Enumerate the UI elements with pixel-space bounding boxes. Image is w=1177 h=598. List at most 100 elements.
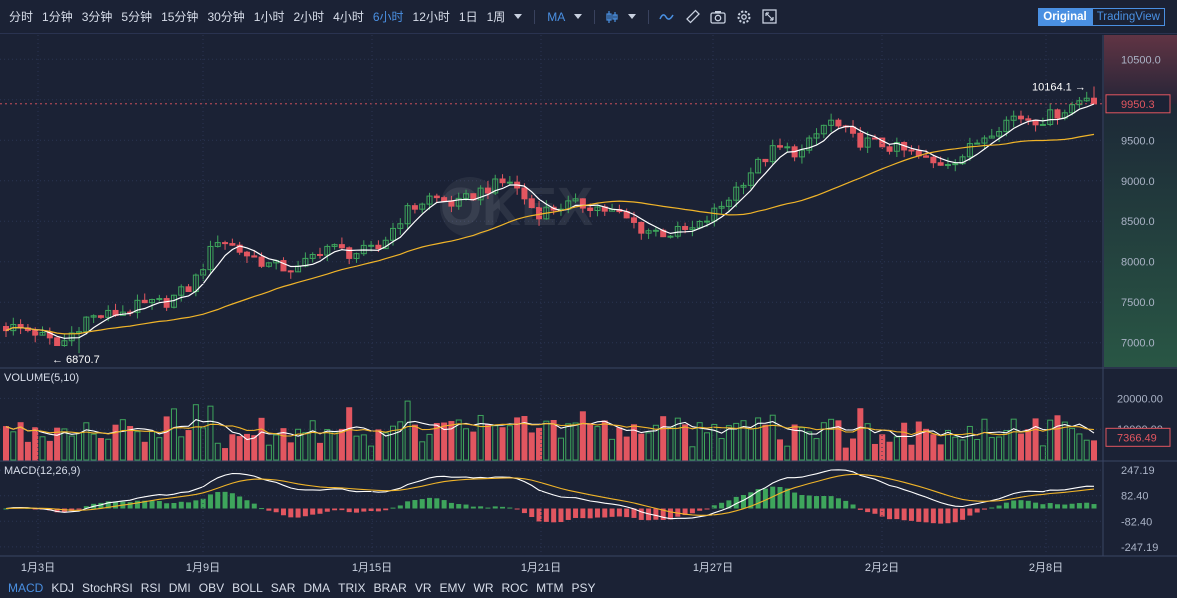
current-volume-label: 7366.49 <box>1117 432 1157 444</box>
timeframe-3[interactable]: 5分钟 <box>121 10 153 24</box>
candle-body <box>638 221 645 234</box>
camera-icon[interactable] <box>710 10 726 24</box>
indicator-select[interactable]: MA <box>547 9 566 24</box>
macd-histogram-bar <box>989 507 995 509</box>
indicator-tab-emv[interactable]: EMV <box>439 581 466 595</box>
timeframe-9[interactable]: 6小时 <box>372 10 404 24</box>
candle-body <box>988 135 995 139</box>
indicator-tab-brar[interactable]: BRAR <box>373 581 407 595</box>
date-tick-label: 1月9日 <box>186 562 220 574</box>
volume-bar <box>1047 419 1054 461</box>
indicator-wave-icon[interactable] <box>659 10 675 24</box>
indicator-tab-stochrsi[interactable]: StochRSI <box>82 581 133 595</box>
volume-bar <box>1076 433 1083 461</box>
volume-bar <box>265 444 272 461</box>
volume-bar <box>1017 433 1024 461</box>
indicator-tab-dmi[interactable]: DMI <box>168 581 191 595</box>
macd-histogram-bar <box>1040 504 1046 509</box>
timeframe-0[interactable]: 分时 <box>9 10 34 24</box>
macd-histogram-bar <box>689 508 695 514</box>
volume-bar <box>156 437 163 461</box>
timeframe-4[interactable]: 15分钟 <box>161 10 199 24</box>
indicator-tab-boll[interactable]: BOLL <box>232 581 263 595</box>
date-tick-label: 2月8日 <box>1029 562 1063 574</box>
volume-bar <box>725 425 732 461</box>
candle-style-icon[interactable] <box>605 10 619 24</box>
candle-body <box>97 315 104 318</box>
volume-bar <box>236 436 243 461</box>
indicator-tab-dma[interactable]: DMA <box>303 581 331 595</box>
fullscreen-icon[interactable] <box>762 9 777 24</box>
volume-bar <box>689 446 696 461</box>
volume-bar <box>1069 427 1076 461</box>
timeframe-2[interactable]: 3分钟 <box>81 10 113 24</box>
indicator-tab-kdj[interactable]: KDJ <box>51 581 75 595</box>
indicator-tab-psy[interactable]: PSY <box>571 581 596 595</box>
candle-body <box>222 242 229 245</box>
candle-body <box>149 298 156 304</box>
macd-histogram-bar <box>565 508 571 520</box>
volume-bar <box>1091 440 1097 461</box>
candle-body <box>1039 123 1046 126</box>
settings-gear-icon[interactable] <box>736 9 752 25</box>
macd-dea-line <box>5 473 1095 516</box>
macd-histogram-bar <box>193 500 199 509</box>
candle-body <box>703 220 710 223</box>
indicator-tab-trix[interactable]: TRIX <box>338 581 366 595</box>
indicator-tab-obv[interactable]: OBV <box>198 581 225 595</box>
timeframe-more-chevron-down-icon[interactable] <box>514 14 523 19</box>
volume-bar <box>32 427 39 461</box>
timeframe-11[interactable]: 1日 <box>458 10 478 24</box>
candle-style-chevron-down-icon[interactable] <box>628 14 637 19</box>
candle-body <box>76 331 83 334</box>
volume-bar <box>769 414 776 461</box>
indicator-tab-vr[interactable]: VR <box>414 581 432 595</box>
indicator-tab-rsi[interactable]: RSI <box>140 581 161 595</box>
volume-bar <box>791 424 798 461</box>
indicator-tab-mtm[interactable]: MTM <box>536 581 564 595</box>
macd-histogram-bar <box>631 508 637 518</box>
view-original-button[interactable]: Original <box>1038 8 1092 26</box>
volume-bar <box>470 431 477 461</box>
macd-histogram-bar <box>887 508 893 520</box>
macd-histogram-bar <box>872 508 878 514</box>
volume-bar <box>185 430 192 461</box>
candle-body <box>579 198 586 209</box>
indicator-tab-wr[interactable]: WR <box>473 581 494 595</box>
indicator-tab-roc[interactable]: ROC <box>501 581 529 595</box>
indicator-tab-macd[interactable]: MACD <box>8 581 44 595</box>
candle-body <box>39 331 46 336</box>
volume-bar <box>974 438 981 461</box>
volume-bar <box>952 436 959 461</box>
timeframe-1[interactable]: 1分钟 <box>42 10 73 24</box>
indicator-tab-sar[interactable]: SAR <box>270 581 296 595</box>
volume-bar <box>623 436 630 461</box>
ruler-icon[interactable] <box>685 9 701 24</box>
volume-bar <box>871 443 878 461</box>
timeframe-6[interactable]: 1小时 <box>253 10 285 24</box>
macd-dif-line <box>5 469 1095 520</box>
macd-histogram-bar <box>375 508 381 512</box>
volume-bar <box>324 429 331 461</box>
view-tradingview-button[interactable]: TradingView <box>1091 8 1165 26</box>
chart-canvas[interactable]: 10500.010000.09500.09000.08500.08000.075… <box>0 35 1177 578</box>
volume-bar <box>638 433 645 461</box>
macd-histogram-bar <box>667 508 673 520</box>
timeframe-8[interactable]: 4小时 <box>333 10 364 24</box>
macd-histogram-bar <box>463 504 469 509</box>
volume-bar <box>806 431 813 461</box>
volume-bar <box>908 444 915 461</box>
volume-bar <box>616 427 623 461</box>
candle-body <box>346 247 353 259</box>
indicator-chevron-down-icon[interactable] <box>574 14 583 19</box>
volume-bar <box>660 416 667 461</box>
timeframe-12[interactable]: 1周 <box>486 10 506 24</box>
timeframe-7[interactable]: 2小时 <box>293 10 325 24</box>
candle-body <box>1054 109 1061 119</box>
candle-body <box>835 119 842 127</box>
volume-bar <box>390 425 397 461</box>
volume-bar <box>463 428 470 461</box>
candle-body <box>258 256 265 267</box>
timeframe-10[interactable]: 12小时 <box>412 10 450 24</box>
timeframe-5[interactable]: 30分钟 <box>207 10 245 24</box>
